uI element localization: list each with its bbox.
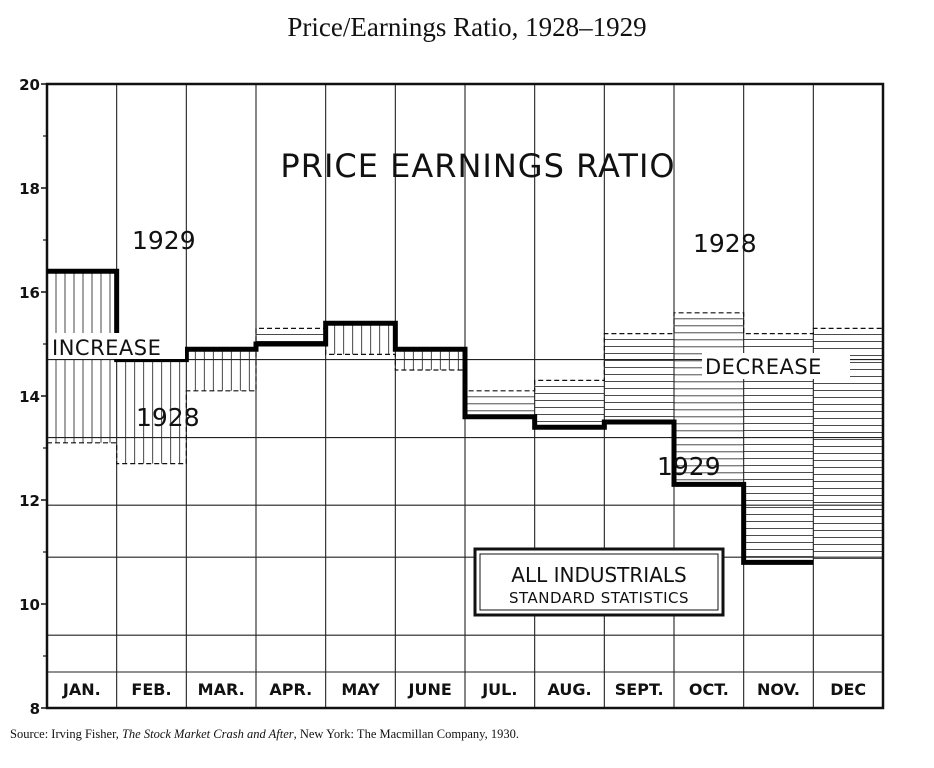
x-tick-label: AUG. <box>547 680 591 699</box>
series-layer <box>47 268 883 565</box>
x-tick-label: JUNE <box>408 680 452 699</box>
x-tick-label: SEPT. <box>615 680 664 699</box>
x-tick-label: FEB. <box>131 680 171 699</box>
x-tick-label: DEC <box>830 680 866 699</box>
series-1929-line <box>47 268 814 565</box>
decrease-label-bg <box>702 353 850 379</box>
legend-box <box>473 547 725 617</box>
axis-layer: 8 10 12 14 16 18 20 JAN. FEB. MAR. APR. MAY JUNE JUL.… <box>19 76 866 718</box>
label-1929-low: 1929 <box>657 452 721 481</box>
y-tick-label: 10 <box>19 596 40 614</box>
x-tick-label: NOV. <box>757 680 800 699</box>
decrease-label: DECREASE <box>705 355 822 379</box>
x-tick-label: APR. <box>269 680 312 699</box>
x-tick-label: MAR. <box>198 680 245 699</box>
y-tick-label: 18 <box>19 180 40 198</box>
x-tick-label: JAN. <box>62 680 101 699</box>
chart-title: PRICE EARNINGS RATIO <box>280 147 675 185</box>
label-layer: PRICE EARNINGS RATIO 1929 1928 1928 1929 INCR… <box>50 147 850 617</box>
y-tick-label: 12 <box>19 492 40 510</box>
source-note: Source: Irving Fisher, The Stock Market … <box>10 727 519 742</box>
label-1928-low: 1928 <box>136 403 200 432</box>
source-book-title: The Stock Market Crash and After <box>121 727 294 741</box>
legend-line-2: STANDARD STATISTICS <box>509 589 689 607</box>
x-tick-label: JUL. <box>481 680 517 699</box>
label-1928-high: 1928 <box>693 229 757 258</box>
label-1929-top: 1929 <box>132 226 196 255</box>
y-tick-label: 16 <box>19 284 40 302</box>
source-suffix: , New York: The Macmillan Company, 1930. <box>293 727 519 741</box>
legend-box-inner <box>479 553 719 611</box>
increase-label-bg <box>50 333 185 359</box>
legend-line-1: ALL INDUSTRIALS <box>511 563 686 587</box>
y-tick-label: 14 <box>19 388 40 406</box>
y-tick-label: 20 <box>19 76 40 94</box>
source-prefix: Source: Irving Fisher, <box>10 727 122 741</box>
x-tick-label: OCT. <box>689 680 729 699</box>
page-title: Price/Earnings Ratio, 1928–1929 <box>287 12 647 42</box>
x-tick-label: MAY <box>341 680 380 699</box>
increase-label: INCREASE <box>52 336 161 360</box>
y-tick-label: 8 <box>30 700 40 718</box>
